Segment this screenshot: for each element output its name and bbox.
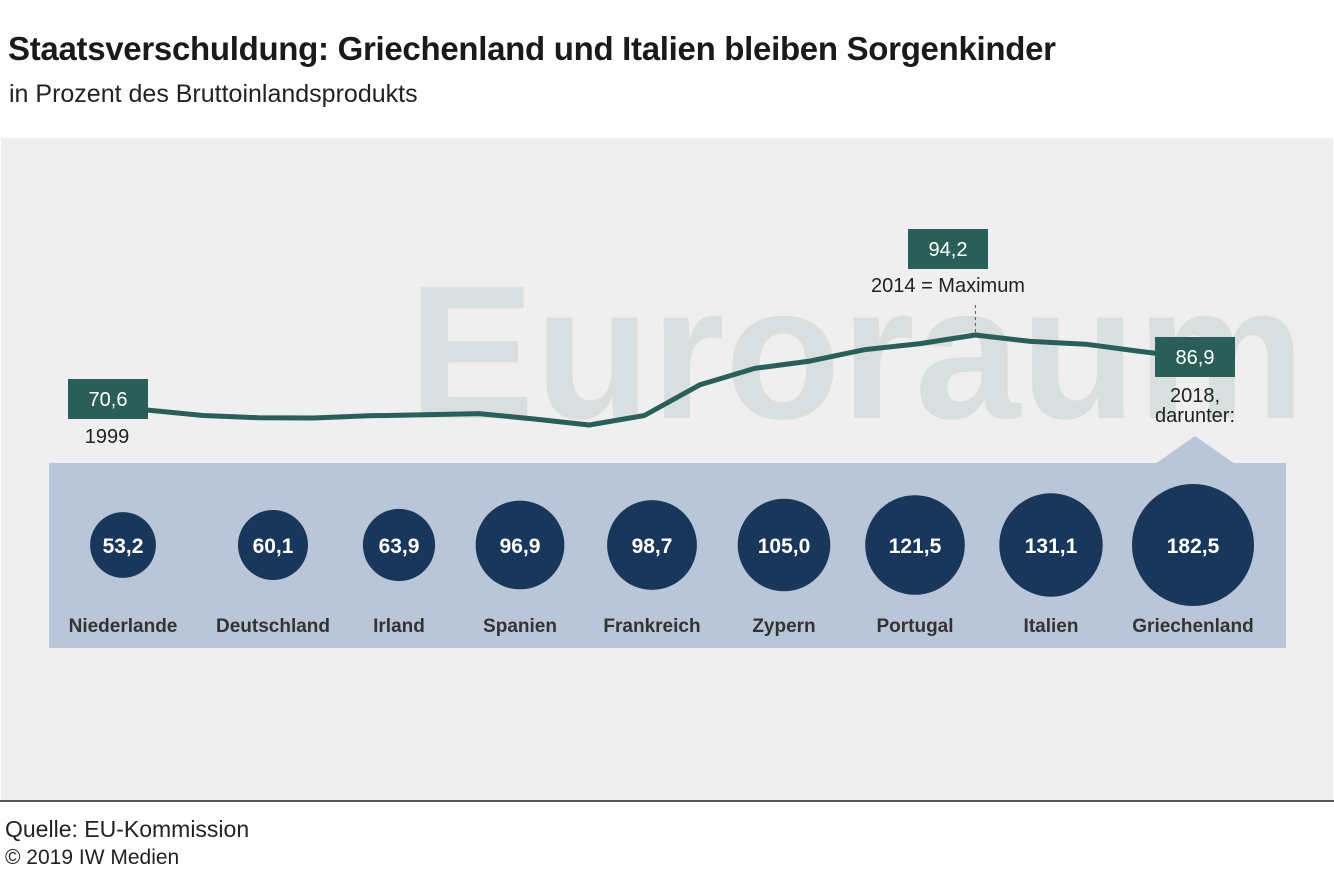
start-flag-value: 70,6 xyxy=(89,389,128,411)
bubble-value: 121,5 xyxy=(889,535,942,558)
bubble-spanien xyxy=(475,500,565,590)
footer-divider xyxy=(0,800,1334,802)
country-label: Deutschland xyxy=(216,616,330,637)
source-note: Quelle: EU-Kommission xyxy=(5,816,250,842)
chart-subtitle: in Prozent des Bruttoinlandsprodukts xyxy=(9,80,418,108)
max-flag-box xyxy=(908,229,988,269)
bubble-zypern xyxy=(737,498,831,592)
bubble-value: 53,2 xyxy=(103,535,144,558)
bubble-value: 96,9 xyxy=(500,535,541,558)
country-label: Frankreich xyxy=(603,616,700,637)
end-flag-box xyxy=(1155,337,1235,377)
country-label: Italien xyxy=(1024,616,1079,637)
bubble-value: 182,5 xyxy=(1167,535,1220,558)
country-label: Spanien xyxy=(483,616,557,637)
bubble-frankreich xyxy=(607,500,697,590)
bubble-value: 98,7 xyxy=(632,535,673,558)
country-label: Irland xyxy=(373,616,425,637)
copyright-note: © 2019 IW Medien xyxy=(5,846,180,869)
max-year-label: 2014 = Maximum xyxy=(871,275,1025,297)
country-label: Niederlande xyxy=(69,616,178,637)
bubble-band-layer: 53,2 Niederlande 60,1 Deutschland 63,9 Irland… xyxy=(49,436,1286,648)
euroraum-series-line xyxy=(145,332,1199,428)
bubble-value: 131,1 xyxy=(1025,535,1078,558)
bubble-deutschland xyxy=(238,510,308,580)
chart-title: Staatsverschuldung: Griechenland und Ita… xyxy=(8,30,1056,67)
country-label: Griechenland xyxy=(1132,616,1253,637)
bubble-niederlande xyxy=(90,512,156,578)
end-sub-label: darunter: xyxy=(1155,405,1235,427)
max-flag-value: 94,2 xyxy=(929,239,968,261)
end-year-label: 2018, xyxy=(1170,385,1220,407)
start-flag-box xyxy=(68,379,148,419)
band-pointer xyxy=(1155,436,1235,464)
bubble-irland xyxy=(362,508,436,582)
bubble-value: 63,9 xyxy=(379,535,420,558)
country-label: Portugal xyxy=(876,616,953,637)
bubble-griechenland xyxy=(1132,484,1254,606)
bubble-value: 60,1 xyxy=(253,535,294,558)
start-year-label: 1999 xyxy=(85,426,130,448)
bubble-value: 105,0 xyxy=(758,535,811,558)
end-flag-value: 86,9 xyxy=(1176,347,1215,369)
line-layer: 70,6 1999 94,2 2014 = Maximum 86,9 2018,darun… xyxy=(68,229,1235,448)
country-label: Zypern xyxy=(752,616,815,637)
bubble-portugal xyxy=(865,495,965,595)
bubble-italien xyxy=(999,493,1103,597)
